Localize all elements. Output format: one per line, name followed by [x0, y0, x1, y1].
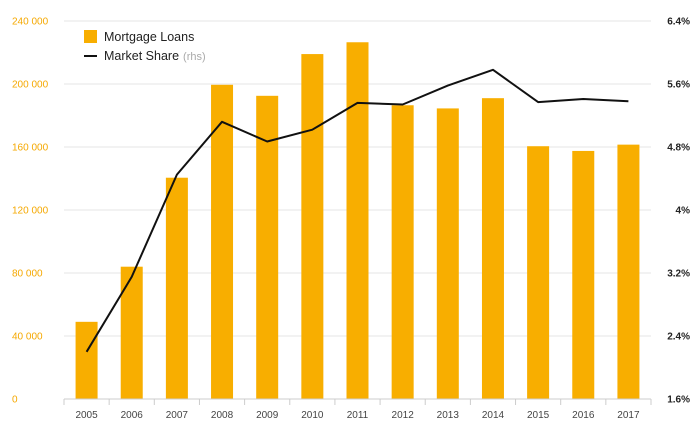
x-tick-label: 2017	[617, 410, 640, 421]
legend-label-market-share: Market Share (rhs)	[104, 49, 206, 63]
bar-2013	[436, 108, 459, 399]
x-tick-label: 2016	[572, 410, 595, 421]
bar-2011	[346, 42, 369, 399]
left-tick-label: 240 000	[12, 17, 49, 28]
bar-2007	[165, 177, 188, 399]
x-tick-label: 2015	[527, 410, 550, 421]
x-tick-label: 2010	[301, 410, 324, 421]
x-tick-label: 2005	[75, 410, 98, 421]
x-tick-label: 2006	[121, 410, 144, 421]
bar-2008	[211, 84, 234, 399]
legend-label-market-share-suffix: (rhs)	[183, 51, 206, 63]
x-tick-label: 2011	[347, 410, 369, 421]
bar-2017	[617, 144, 640, 399]
left-tick-label: 200 000	[12, 80, 49, 91]
x-tick-label: 2009	[256, 410, 279, 421]
right-tick-label: 1.6%	[667, 395, 690, 406]
x-axis-ticks: 2005 2006 2007 2008 2009 2010 2011 2012 2013 2014…	[75, 410, 640, 421]
bar-2006	[120, 266, 143, 399]
legend-label-market-share-name: Market Share	[104, 49, 179, 63]
bar-2009	[256, 95, 279, 399]
x-axis	[63, 398, 652, 405]
left-axis-ticks: 0 40 000 80 000 120 000 160 000 200 000 240 00…	[12, 17, 49, 406]
legend-label-mortgage-loans: Mortgage Loans	[104, 30, 194, 44]
left-tick-label: 80 000	[12, 269, 43, 280]
left-tick-label: 0	[12, 395, 18, 406]
bar-2012	[391, 105, 414, 399]
left-tick-label: 120 000	[12, 206, 49, 217]
bar-2005	[75, 321, 98, 399]
right-tick-label: 3.2%	[667, 269, 690, 280]
right-axis-ticks: 1.6% 2.4% 3.2% 4% 4.8% 5.6% 6.4%	[667, 17, 690, 406]
bar-series-mortgage-loans	[75, 42, 640, 400]
x-tick-label: 2014	[482, 410, 505, 421]
right-tick-label: 2.4%	[667, 332, 690, 343]
bar-2016	[572, 150, 595, 399]
right-tick-label: 5.6%	[667, 80, 690, 91]
bar-2015	[527, 146, 550, 399]
x-tick-label: 2012	[392, 410, 415, 421]
line-series-market-share	[85, 68, 629, 353]
x-tick-label: 2007	[166, 410, 189, 421]
right-tick-label: 6.4%	[667, 17, 690, 28]
bar-2010	[301, 54, 324, 399]
legend: Mortgage Loans Market Share (rhs)	[84, 30, 206, 63]
legend-swatch-mortgage-loans	[84, 30, 97, 43]
right-tick-label: 4.8%	[667, 143, 690, 154]
left-tick-label: 160 000	[12, 143, 49, 154]
left-tick-label: 40 000	[12, 332, 43, 343]
right-tick-label: 4%	[676, 206, 691, 217]
x-tick-label: 2008	[211, 410, 234, 421]
x-tick-label: 2013	[437, 410, 460, 421]
bar-2014	[481, 98, 504, 400]
